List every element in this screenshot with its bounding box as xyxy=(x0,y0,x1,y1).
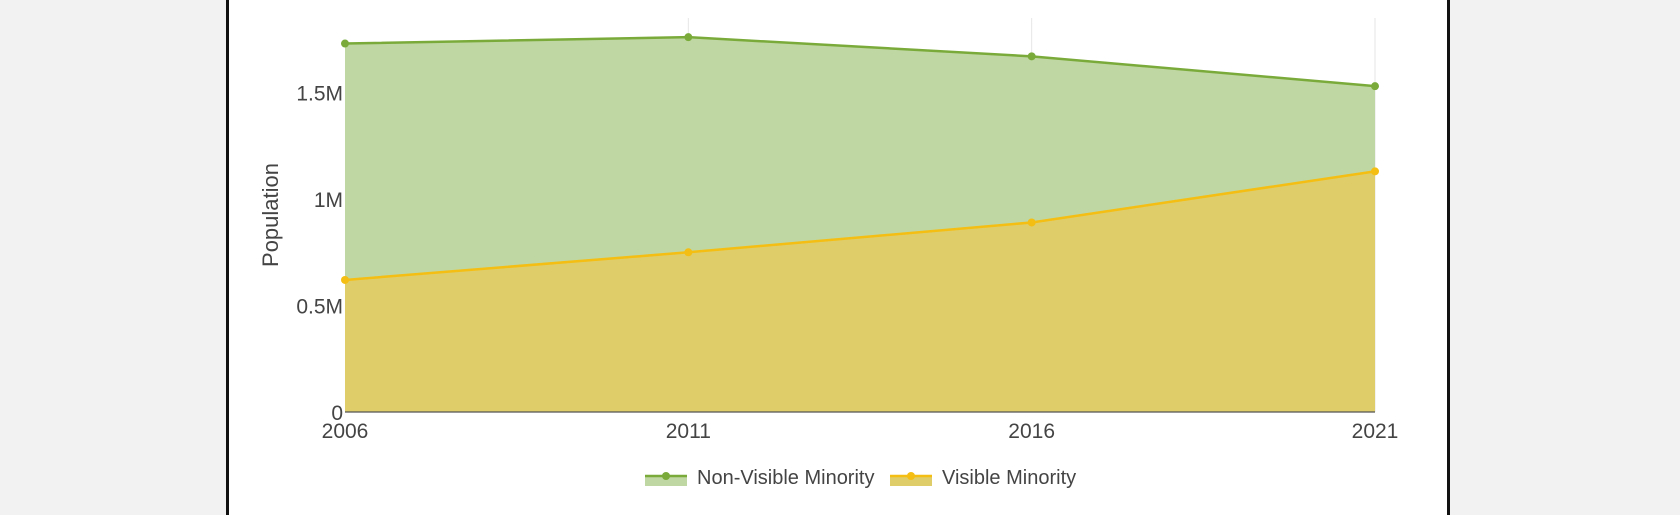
line-non-visible-minority xyxy=(344,35,1376,88)
x-tick-label: 2006 xyxy=(322,420,369,443)
legend: Non-Visible Minority Visible Minority xyxy=(645,467,1076,489)
area-visible-minority xyxy=(345,171,1375,412)
y-tick-label: 1.5M xyxy=(296,83,343,106)
y-tick-label: 0.5M xyxy=(296,296,343,319)
point-visible-minority[interactable] xyxy=(341,275,349,284)
legend-item-non-visible-minority[interactable]: Non-Visible Minority xyxy=(645,467,874,489)
point-visible-minority[interactable] xyxy=(1027,218,1036,227)
x-tick-label: 2016 xyxy=(1008,420,1055,443)
point-visible-minority[interactable] xyxy=(1371,167,1379,176)
series-lines xyxy=(341,33,1379,284)
legend-item-visible-minority[interactable]: Visible Minority xyxy=(890,467,1076,489)
legend-label: Visible Minority xyxy=(942,467,1076,489)
x-tick-label: 2011 xyxy=(666,420,711,443)
x-tick-label: 2021 xyxy=(1352,420,1399,443)
area-fills xyxy=(345,37,1375,412)
legend-swatch-marker xyxy=(907,472,915,480)
y-tick-label: 0 xyxy=(331,402,343,425)
legend-label: Non-Visible Minority xyxy=(697,467,874,489)
y-axis-title: Population xyxy=(258,163,283,267)
axes: 0 0.5M 1M 1.5M 2006 2011 2016 2021 Population xyxy=(258,83,1398,443)
legend-swatch-fill xyxy=(890,476,932,486)
point-non-visible-minority[interactable] xyxy=(684,33,693,42)
point-visible-minority[interactable] xyxy=(684,248,693,257)
line-visible-minority xyxy=(344,170,1376,282)
point-non-visible-minority[interactable] xyxy=(1371,82,1379,91)
point-non-visible-minority[interactable] xyxy=(341,39,349,48)
y-tick-label: 1M xyxy=(314,189,343,212)
legend-swatch-marker xyxy=(662,472,670,480)
point-non-visible-minority[interactable] xyxy=(1027,52,1036,61)
legend-swatch-fill xyxy=(645,476,687,486)
area-non-visible-minority xyxy=(345,37,1375,280)
